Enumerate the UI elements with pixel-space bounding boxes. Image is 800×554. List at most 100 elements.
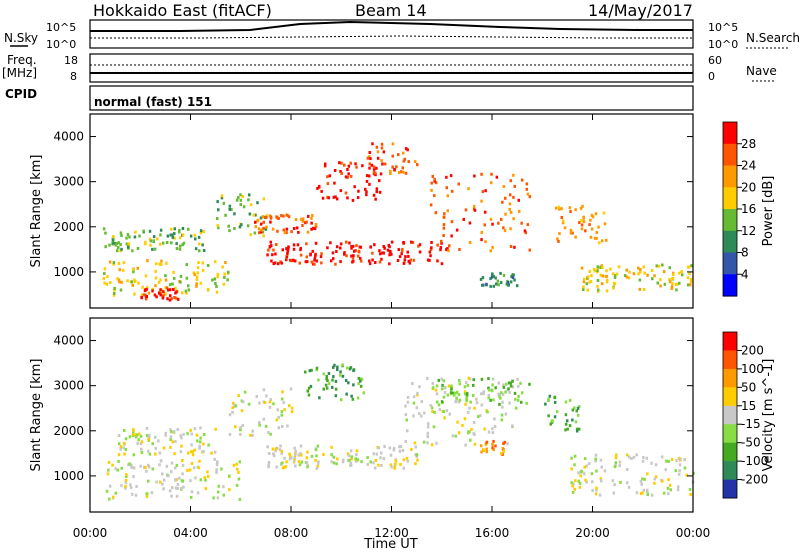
power-cell xyxy=(299,248,302,252)
velocity-cell xyxy=(349,464,353,467)
freq-bottom-tick: 8 xyxy=(70,70,77,83)
power-cell xyxy=(581,204,584,208)
velocity-cell xyxy=(129,485,133,489)
velocity-cell xyxy=(327,382,331,385)
power-cell xyxy=(376,150,380,154)
power-cell xyxy=(134,280,137,283)
power-cell xyxy=(381,251,384,255)
power-cell xyxy=(286,251,289,255)
power-cell xyxy=(144,274,148,278)
velocity-cell xyxy=(125,473,128,477)
power-cell xyxy=(440,262,444,266)
velocity-cell xyxy=(237,471,240,474)
power-cell xyxy=(468,221,472,225)
velocity-cell xyxy=(683,466,687,470)
velocity-cell xyxy=(325,375,328,378)
velocity-cell xyxy=(266,445,269,449)
velocity-cell xyxy=(578,482,582,485)
velocity-cell xyxy=(267,463,271,467)
velocity-cell xyxy=(434,388,438,392)
velocity-cell xyxy=(475,401,479,405)
power-cell xyxy=(380,159,383,163)
velocity-cell xyxy=(203,476,206,480)
power-cell xyxy=(111,238,115,242)
velocity-cell xyxy=(416,391,419,395)
velocity-cell xyxy=(406,459,409,463)
power-cell xyxy=(198,242,201,246)
velocity-cell xyxy=(568,424,572,428)
power-cell xyxy=(391,165,394,169)
velocity-cell xyxy=(422,440,426,444)
velocity-cell xyxy=(568,398,572,402)
power-cell xyxy=(509,227,512,231)
velocity-cell xyxy=(430,443,434,447)
velocity-cbar-swatch xyxy=(723,405,737,425)
power-cell xyxy=(199,231,203,235)
power-cell xyxy=(131,249,134,253)
velocity-ytick-label: 1000 xyxy=(53,469,84,483)
velocity-cell xyxy=(336,365,339,369)
power-cell xyxy=(354,249,357,252)
velocity-cell xyxy=(491,427,494,431)
velocity-cell xyxy=(147,465,151,469)
velocity-cell xyxy=(202,450,205,453)
power-cell xyxy=(386,248,390,252)
power-cell xyxy=(113,288,116,292)
power-cell xyxy=(481,276,485,280)
power-cell xyxy=(171,282,174,286)
velocity-cell xyxy=(654,475,658,479)
power-cell xyxy=(346,168,349,171)
power-cell xyxy=(153,293,157,297)
velocity-cell xyxy=(372,461,375,465)
velocity-cell xyxy=(199,478,202,482)
power-cell xyxy=(133,235,137,239)
power-cell xyxy=(690,264,693,268)
velocity-cell xyxy=(274,447,278,451)
velocity-cell xyxy=(372,452,375,456)
velocity-cell xyxy=(380,463,383,467)
velocity-cell xyxy=(348,367,352,371)
velocity-cell xyxy=(268,400,272,404)
velocity-cell xyxy=(516,378,519,381)
velocity-feature-0 xyxy=(105,457,242,501)
power-cell xyxy=(500,217,503,221)
power-cell xyxy=(176,297,180,301)
power-cell xyxy=(164,286,167,290)
power-cell xyxy=(596,284,599,288)
power-cell xyxy=(350,246,353,250)
power-cell xyxy=(593,236,597,240)
power-cell xyxy=(617,265,621,269)
power-cell xyxy=(201,243,204,247)
velocity-cell xyxy=(124,448,128,451)
velocity-cell xyxy=(307,393,311,397)
velocity-cell xyxy=(426,441,429,445)
power-cell xyxy=(181,243,184,247)
power-cell xyxy=(256,219,259,223)
power-cell xyxy=(445,175,448,179)
power-cell xyxy=(582,277,586,281)
power-cell xyxy=(116,277,119,281)
power-cell xyxy=(197,235,201,239)
velocity-cell xyxy=(280,451,283,455)
velocity-cell xyxy=(134,433,137,437)
velocity-cell xyxy=(674,469,677,473)
power-cell xyxy=(332,195,336,199)
velocity-cell xyxy=(627,485,631,489)
velocity-cell xyxy=(159,480,162,484)
power-cell xyxy=(173,296,176,299)
power-cell xyxy=(287,215,291,219)
power-cell xyxy=(224,213,227,217)
velocity-cell xyxy=(350,394,353,398)
velocity-cell xyxy=(139,434,143,438)
velocity-cell xyxy=(643,477,646,481)
velocity-cell xyxy=(105,489,109,493)
velocity-cell xyxy=(315,368,319,372)
power-cell xyxy=(368,151,371,154)
power-cell xyxy=(155,262,158,266)
velocity-cell xyxy=(316,464,319,468)
velocity-cell xyxy=(117,460,120,463)
velocity-cbar-swatch xyxy=(723,442,737,462)
velocity-cell xyxy=(630,457,633,460)
velocity-cell xyxy=(457,393,461,397)
